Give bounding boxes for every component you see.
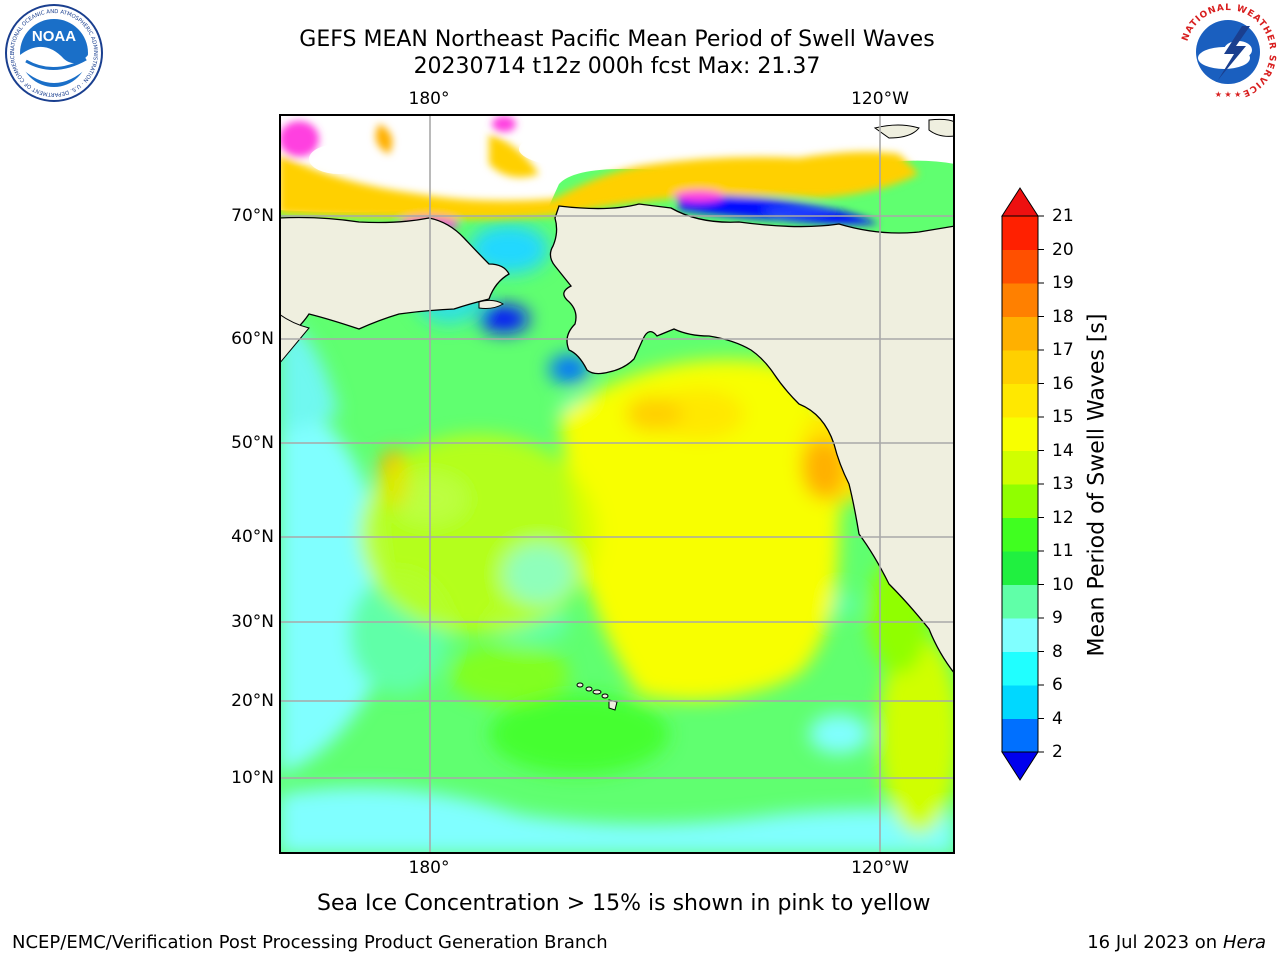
lat-label-20n: 20°N (231, 691, 274, 711)
footer-host: Hera (1222, 932, 1266, 953)
plot-title: GEFS MEAN Northeast Pacific Mean Period … (280, 26, 954, 80)
swell-field-shading (279, 224, 955, 854)
lat-label-60n: 60°N (231, 329, 274, 349)
swell-period-map (279, 114, 955, 854)
colorbar-tick-label: 14 (1052, 440, 1074, 461)
chukotka-land (279, 216, 510, 345)
lon-label-bottom-180: 180° (408, 858, 450, 878)
hawaiian-islands (576, 682, 618, 711)
lat-label-40n: 40°N (231, 527, 274, 547)
colorbar-tick-label: 10 (1052, 574, 1074, 595)
colorbar-segment (1002, 718, 1038, 753)
sea-ice-region (279, 114, 955, 232)
lon-label-top-120w: 120°W (851, 89, 909, 109)
colorbar-segment (1002, 484, 1038, 518)
colorbar-tick-label: 2 (1052, 742, 1063, 762)
colorbar-tick-label: 12 (1052, 507, 1074, 528)
footer-date: 16 Jul 2023 on Hera (1087, 932, 1266, 953)
colorbar-segment (1002, 450, 1038, 485)
colorbar-tick-label: 18 (1052, 306, 1074, 327)
colorbar-tick-label: 21 (1052, 206, 1074, 226)
colorbar-segment (1002, 685, 1038, 719)
footer-credit: NCEP/EMC/Verification Post Processing Pr… (12, 932, 608, 953)
colorbar-tick-label: 9 (1052, 608, 1063, 628)
noaa-logo-text: NOAA (32, 28, 76, 45)
colorbar-segment (1002, 417, 1038, 451)
colorbar-tick-label: 13 (1052, 474, 1074, 494)
map-frame (279, 114, 955, 854)
colorbar-tick-label: 19 (1052, 273, 1074, 293)
colorbar-label: Mean Period of Swell Waves [s] (1084, 313, 1110, 657)
svg-text:★ ★ ★: ★ ★ ★ (1215, 90, 1242, 99)
nws-logo: NATIONAL WEATHER SERVICE ★ ★ ★ (1180, 3, 1276, 100)
colorbar-segment (1002, 517, 1038, 552)
colorbar-tick-label: 6 (1052, 675, 1063, 695)
colorbar-tick-label: 17 (1052, 340, 1074, 360)
title-line-1: GEFS MEAN Northeast Pacific Mean Period … (299, 27, 935, 52)
colorbar-segment (1002, 216, 1038, 250)
colorbar-segment (1002, 383, 1038, 418)
colorbar-segment (1002, 651, 1038, 686)
colorbar-segment (1002, 316, 1038, 351)
colorbar-under-triangle (1001, 751, 1039, 781)
colorbar-segment (1002, 283, 1038, 317)
colorbar-segment (1002, 618, 1038, 652)
colorbar-segment (1002, 584, 1038, 619)
graticule (279, 114, 955, 854)
colorbar-tick-label: 16 (1052, 373, 1074, 394)
colorbar-tick-label: 8 (1052, 641, 1063, 662)
lat-label-30n: 30°N (231, 612, 274, 632)
lat-label-70n: 70°N (231, 206, 274, 226)
sea-ice-note: Sea Ice Concentration > 15% is shown in … (317, 891, 931, 916)
colorbar-segment (1002, 551, 1038, 585)
colorbar-tick-label: 20 (1052, 239, 1074, 260)
colorbar-segment (1002, 249, 1038, 284)
lon-label-top-180: 180° (408, 89, 450, 109)
colorbar-tick-label: 11 (1052, 541, 1074, 561)
colorbar (1001, 187, 1044, 781)
lon-label-bottom-120w: 120°W (851, 858, 909, 878)
colorbar-tick-label: 15 (1052, 407, 1074, 427)
colorbar-tick-label: 4 (1052, 708, 1063, 729)
lat-label-50n: 50°N (231, 433, 274, 453)
title-line-2: 20230714 t12z 000h fcst Max: 21.37 (413, 54, 821, 79)
colorbar-segment (1002, 350, 1038, 384)
footer-date-text: 16 Jul 2023 on (1087, 932, 1223, 953)
colorbar-over-triangle (1001, 187, 1039, 217)
lat-label-10n: 10°N (231, 768, 274, 788)
noaa-logo: NATIONAL OCEANIC AND ATMOSPHERIC ADMINIS… (5, 4, 103, 102)
